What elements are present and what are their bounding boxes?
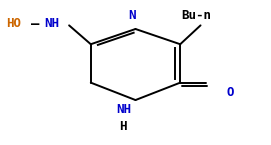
- Text: HO: HO: [6, 17, 21, 30]
- Text: O: O: [227, 86, 234, 99]
- Text: NH: NH: [45, 17, 60, 30]
- Text: —: —: [31, 17, 40, 31]
- Text: Bu-n: Bu-n: [182, 9, 212, 22]
- Text: H: H: [120, 120, 127, 133]
- Text: N: N: [128, 9, 136, 22]
- Text: NH: NH: [116, 103, 131, 116]
